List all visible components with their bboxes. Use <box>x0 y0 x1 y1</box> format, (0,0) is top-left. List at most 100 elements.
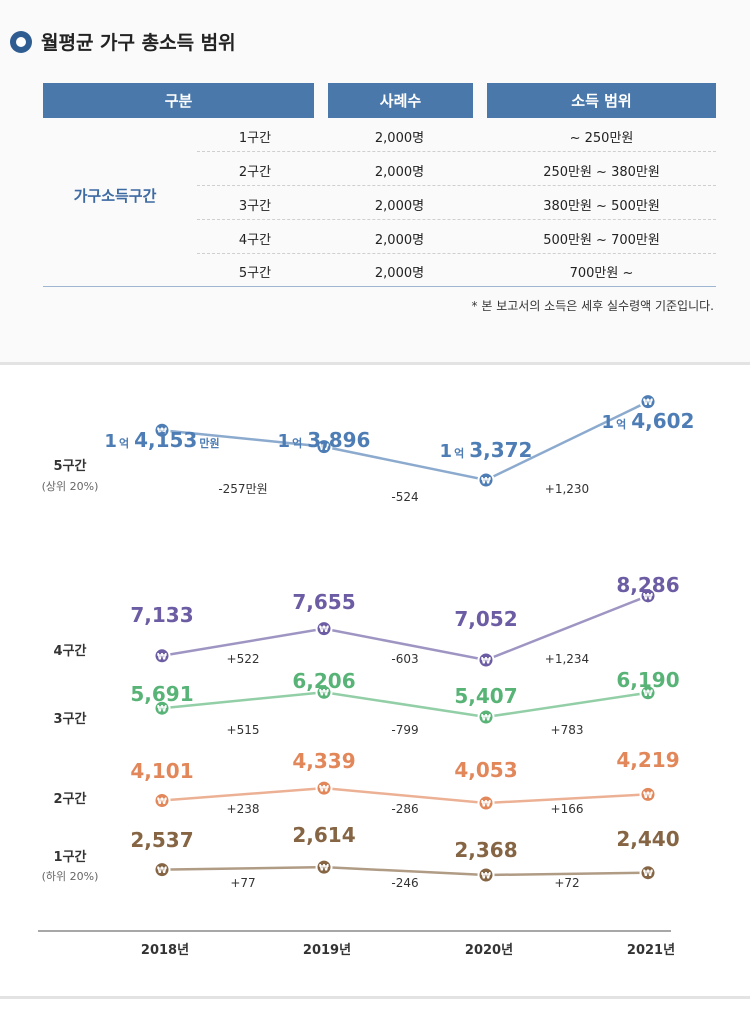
data-label-part: 억 <box>454 447 464 460</box>
change-label: -246 <box>391 876 418 890</box>
row-range: 700만원 ~ <box>569 266 634 281</box>
data-label: 5,407 <box>454 684 517 708</box>
data-label: 8,286 <box>616 573 679 597</box>
data-point <box>153 421 171 439</box>
data-point <box>315 779 333 797</box>
data-label-part: 억 <box>119 437 129 450</box>
data-point <box>477 794 495 812</box>
data-label: 2,440 <box>616 827 679 851</box>
row-label: 1구간 <box>238 131 272 146</box>
data-label: 5,691 <box>130 682 193 706</box>
data-point <box>477 651 495 669</box>
series-line <box>161 690 649 719</box>
data-label: 1 억 4,153 만원 <box>104 428 219 452</box>
data-label: 7,052 <box>454 607 517 631</box>
data-label: 2,614 <box>292 823 355 847</box>
data-point <box>639 393 657 411</box>
won-icon: ₩ <box>481 657 491 667</box>
row-count: 2,000명 <box>374 131 425 146</box>
data-label: 7,133 <box>130 603 193 627</box>
data-label: 6,190 <box>616 668 679 692</box>
data-point <box>639 587 657 605</box>
table-row: 3구간 2,000명 380만원 ~ 500만원 <box>197 186 716 220</box>
change-label: -799 <box>391 723 418 737</box>
change-label: -603 <box>391 652 418 666</box>
won-icon: ₩ <box>319 864 329 874</box>
series-line <box>161 400 649 482</box>
data-point <box>153 792 171 810</box>
data-label-part: 억 <box>292 437 302 450</box>
income-range-section: 월평균 가구 총소득 범위 구분 사례수 소득 범위 가구소득구간 1구간 2,… <box>0 0 750 365</box>
won-icon: ₩ <box>157 427 167 437</box>
change-label: +515 <box>227 723 260 737</box>
row-range: 500만원 ~ 700만원 <box>543 233 660 248</box>
data-point <box>639 785 657 803</box>
x-tick-label: 2019년 <box>303 943 351 958</box>
won-icon: ₩ <box>481 800 491 810</box>
data-label: 4,219 <box>616 748 679 772</box>
series-line <box>161 865 649 877</box>
row-count: 2,000명 <box>374 199 425 214</box>
table-header-range: 소득 범위 <box>487 83 716 118</box>
data-point <box>639 684 657 702</box>
change-label: -257만원 <box>218 482 267 496</box>
data-label-part: 4,602 <box>631 409 694 433</box>
row-label: 4구간 <box>238 233 272 248</box>
change-label: +783 <box>551 723 584 737</box>
series-name: 2구간 <box>54 791 87 807</box>
won-icon: ₩ <box>643 791 653 801</box>
won-icon: ₩ <box>157 866 167 876</box>
data-label: 2,537 <box>130 828 193 852</box>
row-count: 2,000명 <box>374 165 425 180</box>
data-point <box>153 861 171 879</box>
bottom-divider <box>0 996 750 999</box>
x-tick-label: 2020년 <box>465 943 513 958</box>
table-category-label: 가구소득구간 <box>73 187 157 205</box>
data-point <box>315 620 333 638</box>
circle-bullet-icon <box>10 30 32 53</box>
data-point <box>315 683 333 701</box>
data-label-part: 3,372 <box>469 438 532 462</box>
row-label: 2구간 <box>238 165 272 180</box>
change-label: +166 <box>551 802 584 816</box>
x-tick-label: 2021년 <box>627 943 675 958</box>
change-label: -286 <box>391 802 418 816</box>
data-label-part: 1 <box>278 431 291 452</box>
data-label-part: 만원 <box>199 436 219 450</box>
won-icon: ₩ <box>157 797 167 807</box>
row-label: 5구간 <box>238 266 272 281</box>
section-heading: 월평균 가구 총소득 범위 <box>10 28 236 55</box>
series-name: 1구간 <box>54 849 87 865</box>
change-label: +72 <box>554 876 579 890</box>
data-label: 4,101 <box>130 759 193 783</box>
page-title: 월평균 가구 총소득 범위 <box>41 32 236 54</box>
footnote: * 본 보고서의 소득은 세후 실수령액 기준입니다. <box>471 299 714 313</box>
table-row: 1구간 2,000명 ~ 250만원 <box>197 118 716 152</box>
row-count: 2,000명 <box>374 266 425 281</box>
won-icon: ₩ <box>319 443 329 453</box>
won-icon: ₩ <box>643 398 653 408</box>
x-tick-label: 2018년 <box>141 943 189 958</box>
series-name: 4구간 <box>54 643 87 659</box>
won-icon: ₩ <box>643 592 653 602</box>
won-icon: ₩ <box>157 652 167 662</box>
data-label: 1 억 3,372 <box>440 438 533 462</box>
data-label: 4,339 <box>292 749 355 773</box>
row-range: 250만원 ~ 380만원 <box>543 165 660 180</box>
data-label: 6,206 <box>292 669 355 693</box>
series-name: 5구간 <box>54 458 87 474</box>
won-icon: ₩ <box>157 705 167 715</box>
won-icon: ₩ <box>319 625 329 635</box>
table-row: 2구간 2,000명 250만원 ~ 380만원 <box>197 152 716 186</box>
row-label: 3구간 <box>238 199 272 214</box>
data-point <box>477 471 495 489</box>
won-icon: ₩ <box>319 785 329 795</box>
data-point <box>477 866 495 884</box>
won-icon: ₩ <box>481 872 491 882</box>
change-label: +77 <box>230 876 255 890</box>
change-label: +238 <box>227 802 260 816</box>
data-label-part: 1 <box>602 412 615 433</box>
row-count: 2,000명 <box>374 233 425 248</box>
table-header-category: 구분 <box>43 83 314 118</box>
won-icon: ₩ <box>481 714 491 724</box>
